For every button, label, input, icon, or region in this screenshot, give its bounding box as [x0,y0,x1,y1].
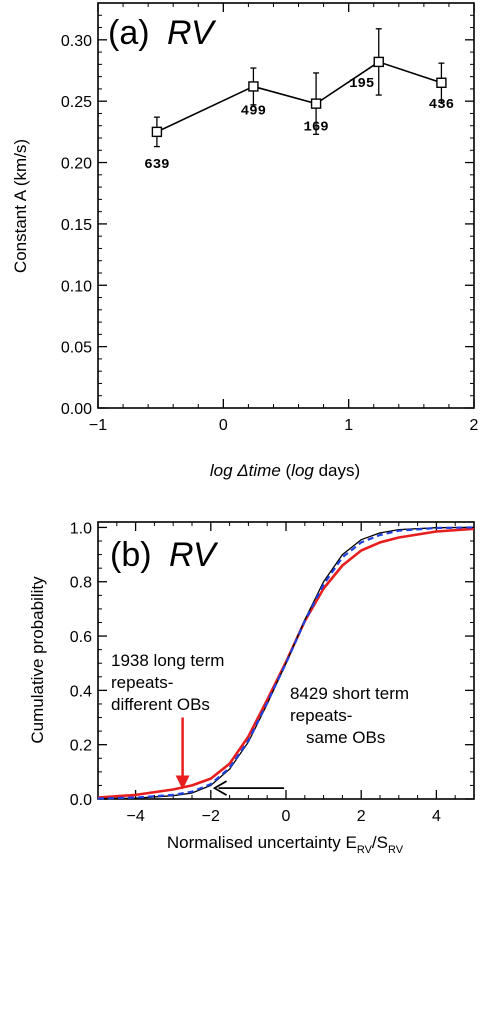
panel-b-label: (b) [110,536,152,574]
y-tick-label: 0.25 [61,94,92,111]
x-label-sub-1: RV [357,844,373,856]
y-tick-label: 0.05 [61,340,92,357]
x-tick-label: −1 [89,417,107,434]
panel-b-x-axis-label: Normalised uncertainty ERV/SRV [167,833,404,856]
panel-a-x-axis-label: log Δtime (log days) [210,461,360,480]
annotation-short-term-line: same OBs [306,728,385,747]
x-tick-label: 0 [219,417,228,434]
y-tick-label: 0.0 [70,792,92,809]
series-line [156,61,442,133]
panel-a-frame [97,2,475,409]
data-point-count-label: 436 [429,97,454,113]
data-point-marker [151,126,163,138]
y-tick-label: 0.2 [70,738,92,755]
data-point-marker [310,98,322,109]
panel-b-y-axis-label: Cumulative probability [28,576,47,744]
y-tick-label: 1.0 [70,520,92,537]
x-label-main: Normalised uncertainty E [167,833,357,852]
annotation-short-term-line: 8429 short term [290,684,409,703]
x-label-sub-2: RV [388,844,404,856]
x-tick-label: −2 [202,808,220,825]
x-label-log-2: log [291,461,314,480]
x-label-slash: /S [372,833,388,852]
annotation-long-term-line: repeats- [111,673,173,692]
x-tick-label: 4 [432,808,441,825]
y-tick-label: 0.8 [70,575,92,592]
y-tick-label: 0.00 [61,401,92,418]
panel-b: 0.0 0.2 0.4 0.6 0.8 1.0 −4 −2 0 2 4 (b) RV Cumula… [28,520,475,856]
x-label-log-1: log [210,461,233,480]
data-point-count-label: 639 [144,157,169,173]
panel-b-label-group: (b) RV [110,536,219,574]
x-label-paren-open: ( [281,461,292,480]
x-tick-label: −4 [126,808,144,825]
panel-a-label-group: (a) RV [108,14,217,52]
y-tick-label: 0.10 [61,278,92,295]
panel-a: 0.00 0.05 0.10 0.15 0.20 0.25 0.30 −1 0 1 2 639 49… [11,2,479,480]
panel-a-y-axis-label: Constant A (km/s) [11,139,30,273]
y-tick-label: 0.20 [61,156,92,173]
black-arrow-head [212,780,228,796]
panel-a-label: (a) [108,14,150,52]
red-arrow-head [175,775,190,790]
y-tick-label: 0.30 [61,33,92,50]
y-tick-label: 0.4 [70,683,92,700]
y-tick-label: 0.15 [61,217,92,234]
data-point-count-label: 499 [241,103,266,119]
data-point-count-label: 195 [349,76,374,92]
annotation-long-term-line: different OBs [111,695,210,714]
data-point-marker [248,81,259,92]
panel-a-title: RV [167,14,217,52]
y-tick-label: 0.6 [70,629,92,646]
x-tick-label: 2 [357,808,366,825]
panel-b-title: RV [169,536,219,574]
x-label-dtime: Δtime [233,461,281,480]
annotation-long-term-line: 1938 long term [111,651,224,670]
data-point-count-label: 169 [303,120,328,136]
data-point-marker [436,77,447,88]
x-tick-label: 1 [344,417,353,434]
x-tick-label: 0 [282,808,291,825]
cdf-curve-black [97,526,475,800]
data-point-marker [373,56,384,68]
x-tick-label: 2 [470,417,479,434]
annotation-short-term-line: repeats- [290,706,352,725]
x-label-days: days) [314,461,360,480]
